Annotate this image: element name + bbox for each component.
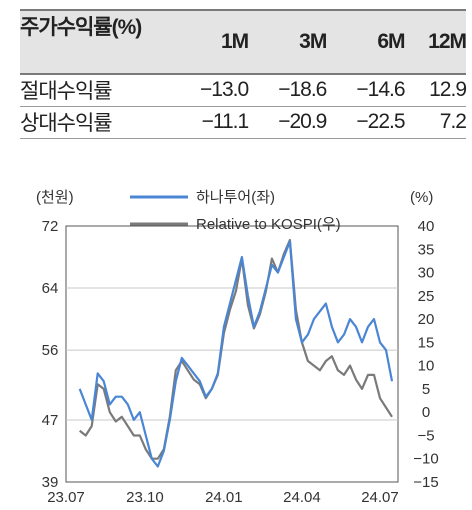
table-cell: 7.2 bbox=[439, 110, 467, 133]
left-tick-label: 39 bbox=[42, 474, 59, 491]
x-tick-label: 24.01 bbox=[205, 489, 243, 506]
table-cell: −13.0 bbox=[200, 78, 249, 102]
x-tick-label: 24.04 bbox=[283, 489, 321, 506]
series-lines bbox=[78, 238, 394, 468]
right-axis-ticks: 40 35 30 25 20 15 10 5 0 −5 −10 −15 bbox=[413, 218, 438, 491]
series-line-hanatour bbox=[78, 240, 394, 468]
x-tick-label: 23.07 bbox=[47, 489, 85, 506]
left-tick-label: 72 bbox=[42, 218, 59, 235]
right-tick-label: 35 bbox=[418, 241, 435, 258]
chart-legend: 하나투어(좌) Relative to KOSPI(우) bbox=[130, 189, 341, 233]
left-axis-unit: (천원) bbox=[36, 189, 74, 206]
right-tick-label: −5 bbox=[417, 427, 434, 444]
right-tick-label: 40 bbox=[418, 218, 435, 235]
legend-label-relative: Relative to KOSPI(우) bbox=[196, 216, 341, 233]
table-cell: −11.1 bbox=[201, 110, 250, 133]
row-label: 절대수익률 bbox=[20, 80, 113, 104]
right-tick-label: 30 bbox=[418, 265, 435, 282]
grid-lines bbox=[66, 287, 398, 421]
table-row-absolute: 절대수익률 −13.0 −18.6 −14.6 12.9 bbox=[20, 74, 467, 106]
returns-table-header: 주가수익률(%) 1M 3M 6M 12M bbox=[20, 10, 467, 74]
right-tick-label: 0 bbox=[422, 404, 430, 421]
right-tick-label: 15 bbox=[418, 334, 435, 351]
x-axis-ticks: 23.07 23.10 24.01 24.04 24.07 bbox=[47, 489, 399, 506]
right-tick-label: −10 bbox=[413, 451, 438, 468]
right-axis-unit: (%) bbox=[410, 189, 433, 206]
left-tick-label: 64 bbox=[42, 280, 59, 297]
right-tick-label: 20 bbox=[418, 311, 435, 328]
period-header-1m: 1M bbox=[220, 30, 249, 53]
plot-area bbox=[65, 225, 399, 483]
legend-label-hanatour: 하나투어(좌) bbox=[196, 189, 275, 206]
right-tick-label: 10 bbox=[418, 358, 435, 375]
table-cell: −18.6 bbox=[278, 78, 327, 102]
right-tick-label: 5 bbox=[422, 381, 430, 398]
x-tick-label: 24.07 bbox=[361, 489, 399, 506]
period-header-12m: 12M bbox=[428, 30, 467, 53]
table-cell: −22.5 bbox=[356, 110, 405, 133]
returns-table-header-label: 주가수익률(%) bbox=[20, 16, 142, 39]
period-header-6m: 6M bbox=[377, 30, 405, 53]
left-tick-label: 47 bbox=[42, 412, 59, 429]
right-tick-label: 25 bbox=[418, 288, 435, 305]
left-axis-ticks: 72 64 56 47 39 bbox=[42, 218, 59, 491]
row-label: 상대수익률 bbox=[20, 112, 113, 135]
table-row-relative: 상대수익률 −11.1 −20.9 −22.5 7.2 bbox=[20, 106, 467, 138]
table-cell: −14.6 bbox=[356, 78, 405, 102]
x-tick-label: 23.10 bbox=[126, 489, 164, 506]
returns-table: 주가수익률(%) 1M 3M 6M 12M 절대수익률 −13.0 −18.6 … bbox=[20, 9, 467, 139]
left-tick-label: 56 bbox=[42, 342, 59, 359]
right-tick-label: −15 bbox=[413, 474, 438, 491]
period-header-3m: 3M bbox=[299, 30, 327, 53]
table-cell: 12.9 bbox=[429, 78, 467, 102]
series-line-relative-kospi bbox=[79, 238, 393, 460]
table-cell: −20.9 bbox=[278, 110, 327, 133]
